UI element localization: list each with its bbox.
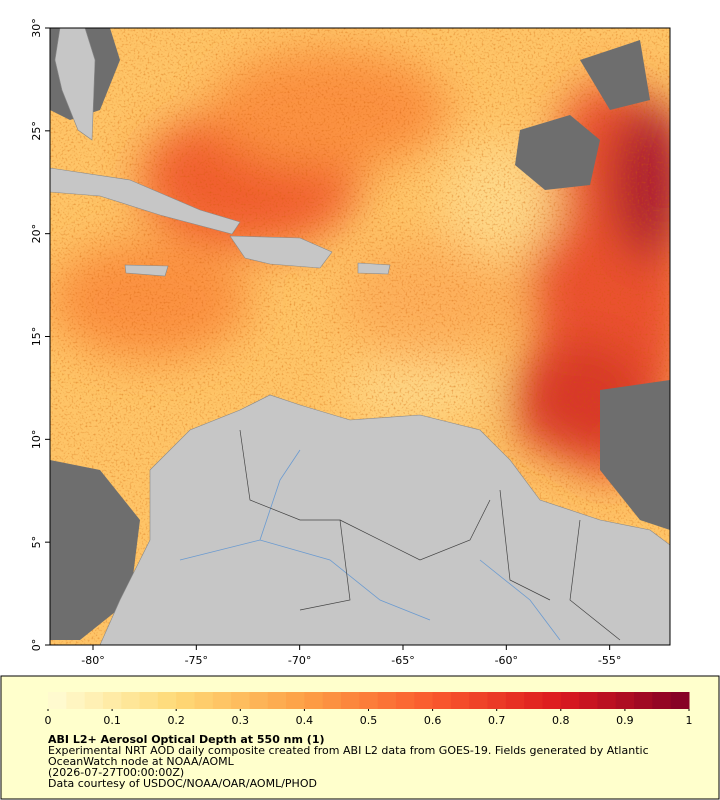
colorbar-swatch xyxy=(286,692,305,709)
colorbar-swatch xyxy=(359,692,379,709)
x-tick-label: -65° xyxy=(391,654,414,667)
colorbar-swatch xyxy=(102,692,122,709)
colorbar-swatch xyxy=(249,692,269,709)
colorbar-swatch xyxy=(395,692,415,709)
x-tick-label: -80° xyxy=(81,654,104,667)
colorbar-tick-label: 0.9 xyxy=(616,714,634,727)
borders xyxy=(239,429,621,641)
y-tick-label: 25° xyxy=(30,121,43,141)
colorbar-swatch xyxy=(579,692,598,709)
colorbar-swatch xyxy=(524,692,543,709)
colorbar-swatch xyxy=(670,692,690,709)
colorbar-tick-label: 0.5 xyxy=(360,714,378,727)
colorbar-swatch xyxy=(450,692,470,709)
y-tick-label: 0° xyxy=(30,639,43,652)
colorbar-tick-label: 0.4 xyxy=(296,714,314,727)
colorbar-swatch xyxy=(322,692,342,709)
colorbar-swatch xyxy=(304,692,324,709)
colorbar-swatch xyxy=(212,692,232,709)
y-tick-label: 15° xyxy=(30,327,43,347)
y-tick-label: 5° xyxy=(30,536,43,549)
colorbar-swatch xyxy=(505,692,525,709)
colorbar-swatch xyxy=(267,692,287,709)
colorbar-swatch xyxy=(542,692,562,709)
cloud-mask xyxy=(50,28,670,640)
colorbar-swatch xyxy=(652,692,672,709)
colorbar-swatch xyxy=(597,692,617,709)
colorbar-swatch xyxy=(615,692,635,709)
rivers xyxy=(179,449,561,641)
x-tick-label: -60° xyxy=(495,654,518,667)
colorbar-tick-label: 0.6 xyxy=(424,714,442,727)
colorbar-swatch xyxy=(231,692,250,709)
title: ABI L2+ Aerosol Optical Depth at 550 nm … xyxy=(48,733,325,746)
y-tick-label: 20° xyxy=(30,224,43,244)
y-tick-label: 10° xyxy=(30,430,43,450)
colorbar-swatch xyxy=(469,692,489,709)
description: Experimental NRT AOD daily composite cre… xyxy=(48,744,649,757)
colorbar-tick-label: 0.7 xyxy=(488,714,506,727)
map-image xyxy=(50,28,670,645)
colorbar-swatch xyxy=(341,692,360,709)
colorbar-swatch xyxy=(634,692,653,709)
x-tick-label: -70° xyxy=(288,654,311,667)
colorbar-tick-label: 0.3 xyxy=(232,714,250,727)
colorbar-swatch xyxy=(176,692,196,709)
land xyxy=(50,28,670,645)
colorbar-swatch xyxy=(487,692,507,709)
colorbar-swatch xyxy=(560,692,580,709)
x-tick-label: -75° xyxy=(185,654,208,667)
y-tick-label: 30° xyxy=(30,18,43,38)
colorbar-swatch xyxy=(377,692,397,709)
colorbar-tick-label: 0 xyxy=(45,714,52,727)
x-tick-label: -55° xyxy=(598,654,621,667)
colorbar: 0 0.1 0.2 0.3 0.4 0.5 0.6 0.7 0.8 0.9 1 xyxy=(45,692,693,727)
description: Data courtesy of USDOC/NOAA/OAR/AOML/PHO… xyxy=(48,777,317,790)
colorbar-swatch xyxy=(414,692,434,709)
colorbar-swatch xyxy=(48,692,67,709)
axes: -80° -75° -70° -65° -60° -55° 0° 5° 10° 15° 20° 25°… xyxy=(30,18,621,667)
colorbar-tick-label: 1 xyxy=(686,714,693,727)
colorbar-swatch xyxy=(139,692,159,709)
colorbar-tick-label: 0.1 xyxy=(103,714,121,727)
colorbar-swatch xyxy=(121,692,141,709)
colorbar-swatch xyxy=(66,692,86,709)
colorbar-swatch xyxy=(157,692,177,709)
description: (2026-07-27T00:00:00Z) xyxy=(48,766,184,779)
colorbar-tick-label: 0.2 xyxy=(167,714,185,727)
colorbar-swatch xyxy=(194,692,214,709)
description: OceanWatch node at NOAA/AOML xyxy=(48,755,235,768)
colorbar-swatch xyxy=(84,692,104,709)
colorbar-swatch xyxy=(432,692,452,709)
colorbar-tick-label: 0.8 xyxy=(552,714,570,727)
